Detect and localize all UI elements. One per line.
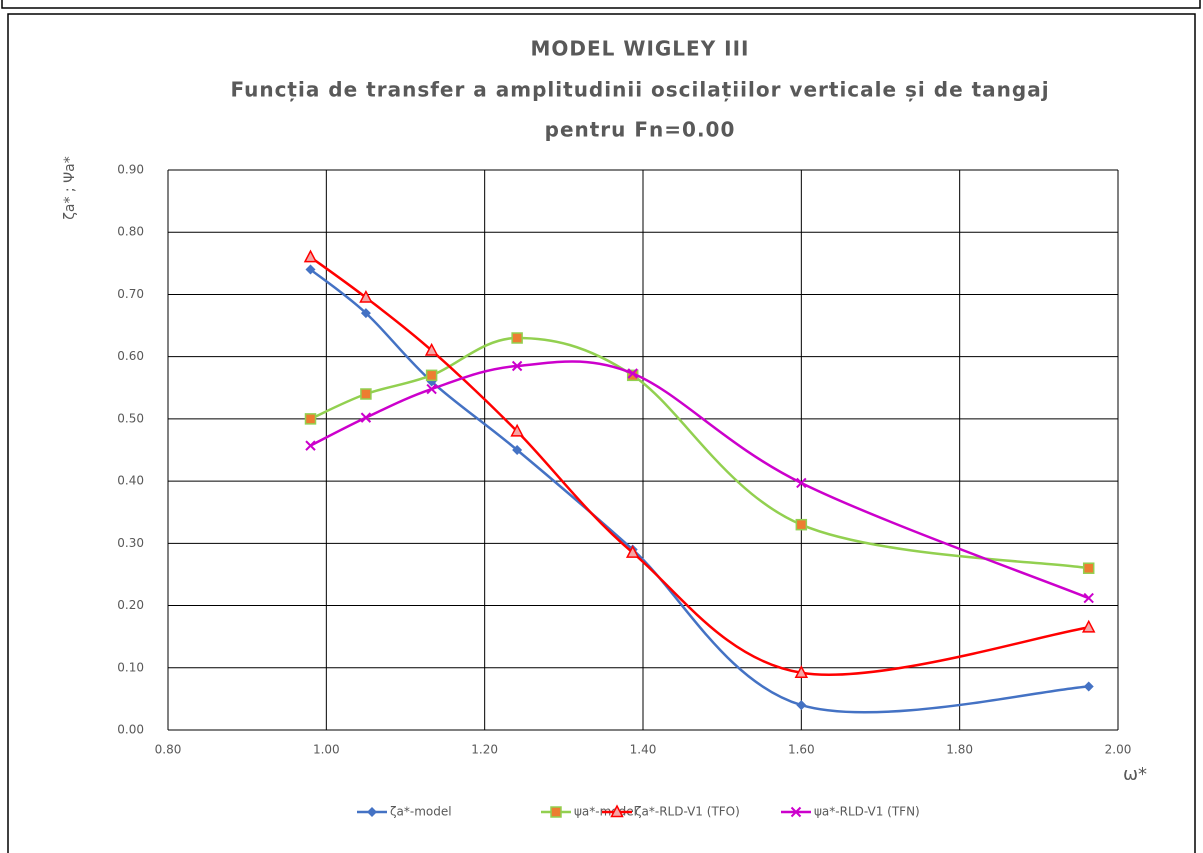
data-point	[360, 388, 372, 400]
y-tick-label: 0.40	[117, 474, 144, 488]
data-point	[510, 423, 524, 437]
data-point	[627, 368, 638, 379]
data-point	[425, 369, 438, 382]
legend-label: ψa*-RLD-V1 (TFN)	[814, 805, 920, 819]
data-point	[796, 477, 807, 489]
x-tick-label: 0.80	[155, 743, 182, 757]
legend-marker	[790, 806, 802, 818]
data-point	[511, 360, 523, 372]
y-tick-label: 0.30	[117, 536, 144, 550]
data-point	[1083, 681, 1094, 692]
series-line	[309, 268, 1089, 714]
data-point	[360, 412, 372, 423]
x-tick-label: 1.00	[313, 743, 340, 757]
data-point	[796, 700, 807, 711]
x-tick-label: 1.20	[471, 743, 498, 757]
frame-above	[1, 0, 1201, 9]
series-line	[309, 336, 1089, 570]
data-point	[360, 308, 371, 319]
chart-title: pentru Fn=0.00	[545, 118, 736, 142]
y-tick-label: 0.90	[117, 163, 144, 177]
data-point	[512, 445, 523, 455]
legend-marker	[610, 804, 624, 818]
x-tick-label: 1.60	[788, 743, 815, 757]
data-point	[1083, 592, 1094, 604]
y-tick-label: 0.60	[117, 349, 144, 363]
x-tick-label: 1.80	[946, 743, 973, 757]
chart-title: MODEL WIGLEY III	[531, 37, 750, 61]
data-point	[303, 249, 318, 263]
chart-title: Funcția de transfer a amplitudinii oscil…	[230, 78, 1049, 102]
data-point	[305, 264, 316, 275]
data-point	[359, 289, 373, 303]
y-tick-label: 0.80	[117, 225, 144, 239]
legend-marker	[367, 807, 377, 817]
y-tick-label: 0.20	[117, 598, 144, 612]
y-axis-label: ζa* ; Ψa*	[62, 156, 78, 219]
x-tick-label: 2.00	[1105, 743, 1132, 757]
data-point	[1081, 619, 1096, 633]
series-line	[309, 256, 1089, 676]
y-tick-label: 0.00	[117, 723, 144, 737]
x-axis-label: ω*	[1123, 764, 1147, 785]
legend-marker	[550, 806, 562, 818]
data-point	[795, 518, 808, 531]
data-point	[426, 383, 437, 395]
series-line	[309, 360, 1090, 600]
data-point	[304, 413, 317, 425]
y-tick-label: 0.10	[117, 660, 144, 674]
data-point	[794, 665, 809, 679]
legend-label: ζa*-model	[390, 805, 452, 819]
data-point	[1082, 562, 1095, 574]
y-tick-label: 0.70	[117, 287, 144, 301]
legend-label: ζa*-RLD-V1 (TFO)	[635, 805, 740, 819]
data-point	[424, 342, 439, 356]
data-point	[305, 440, 316, 451]
y-tick-label: 0.50	[117, 411, 144, 425]
data-point	[625, 545, 640, 558]
data-point	[511, 332, 523, 344]
chart-frame	[7, 13, 1196, 853]
x-tick-label: 1.40	[630, 743, 657, 757]
